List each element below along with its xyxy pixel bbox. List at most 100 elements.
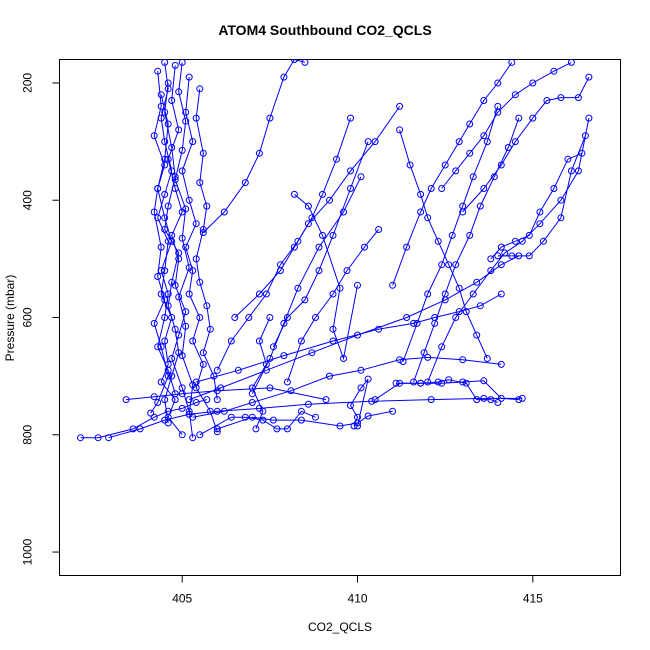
data-point <box>497 360 505 368</box>
data-point <box>304 400 312 408</box>
data-point <box>294 284 302 292</box>
series-line <box>497 135 586 257</box>
data-point <box>452 167 460 175</box>
data-point <box>192 220 200 228</box>
data-point <box>424 353 432 361</box>
y-tick-label: 400 <box>21 190 35 210</box>
y-tick-label: 600 <box>21 307 35 327</box>
data-point <box>354 281 361 289</box>
data-point <box>515 396 523 404</box>
data-point <box>164 120 172 128</box>
data-point <box>150 319 158 327</box>
x-axis-label: CO2_QCLS <box>308 620 372 634</box>
data-point <box>494 79 502 87</box>
x-tick-label: 405 <box>172 592 192 606</box>
data-point <box>154 214 162 222</box>
data-point <box>431 314 439 321</box>
data-point <box>164 202 172 210</box>
series-line <box>251 176 362 394</box>
profile-series <box>290 190 361 362</box>
data-point <box>515 114 523 122</box>
data-point <box>508 59 516 66</box>
data-point <box>175 126 183 134</box>
data-point <box>164 366 172 374</box>
data-point <box>122 396 130 404</box>
data-point <box>171 61 179 69</box>
plot-area <box>77 59 593 442</box>
series-line <box>192 356 502 418</box>
data-point <box>154 273 162 280</box>
profile-series <box>185 252 523 404</box>
data-point <box>322 396 330 404</box>
data-point <box>77 434 84 442</box>
data-point <box>347 402 354 409</box>
data-point <box>399 358 407 365</box>
series-line <box>108 397 523 439</box>
series-line <box>402 106 499 362</box>
profile-series <box>392 376 502 406</box>
data-point <box>185 264 193 272</box>
data-point <box>417 208 425 216</box>
data-point <box>255 149 263 157</box>
y-tick-label: 1000 <box>21 538 35 565</box>
data-point <box>357 366 365 374</box>
data-point <box>497 243 505 251</box>
data-point <box>476 202 484 210</box>
data-point <box>424 378 432 386</box>
data-point <box>497 290 505 298</box>
data-point <box>438 185 446 192</box>
data-point <box>168 97 176 104</box>
profile-series <box>269 138 372 351</box>
data-point <box>196 85 204 93</box>
data-point <box>487 396 495 404</box>
data-point <box>262 290 270 298</box>
data-point <box>417 379 425 387</box>
profile-series <box>154 91 179 398</box>
profile-series <box>347 375 372 430</box>
series-line <box>462 76 590 213</box>
data-point <box>94 434 102 442</box>
data-point <box>557 214 565 222</box>
data-point <box>340 355 347 362</box>
data-point <box>525 231 533 239</box>
data-point <box>462 308 470 316</box>
data-point <box>150 132 158 140</box>
x-tick-label: 410 <box>348 592 368 606</box>
data-point <box>525 252 533 260</box>
data-point <box>154 185 162 192</box>
profile-series <box>213 114 354 374</box>
data-point <box>178 352 186 360</box>
data-point <box>466 120 474 128</box>
data-point <box>168 278 176 286</box>
data-point <box>511 91 519 99</box>
data-point <box>487 255 495 263</box>
data-point <box>336 422 344 430</box>
data-point <box>354 413 361 421</box>
profile-series <box>171 59 197 418</box>
data-point <box>480 377 488 385</box>
data-point <box>511 237 519 245</box>
data-point <box>480 185 488 192</box>
data-point <box>161 138 169 146</box>
plot-frame <box>59 59 621 576</box>
data-point <box>171 176 179 184</box>
data-point <box>410 378 418 386</box>
data-point <box>434 237 442 245</box>
data-point <box>136 425 144 433</box>
data-point <box>178 146 186 154</box>
data-point <box>312 413 319 421</box>
data-point <box>529 79 537 87</box>
data-point <box>550 185 558 192</box>
series-line <box>189 255 520 401</box>
data-point <box>557 196 565 204</box>
data-point <box>269 343 277 351</box>
data-point <box>466 149 474 157</box>
data-point <box>301 296 309 304</box>
data-point <box>154 343 162 351</box>
x-axis: 405 410 415 <box>172 575 543 606</box>
data-point <box>473 331 481 339</box>
data-point <box>182 205 190 213</box>
data-point <box>371 396 379 404</box>
profile-series <box>192 290 505 386</box>
